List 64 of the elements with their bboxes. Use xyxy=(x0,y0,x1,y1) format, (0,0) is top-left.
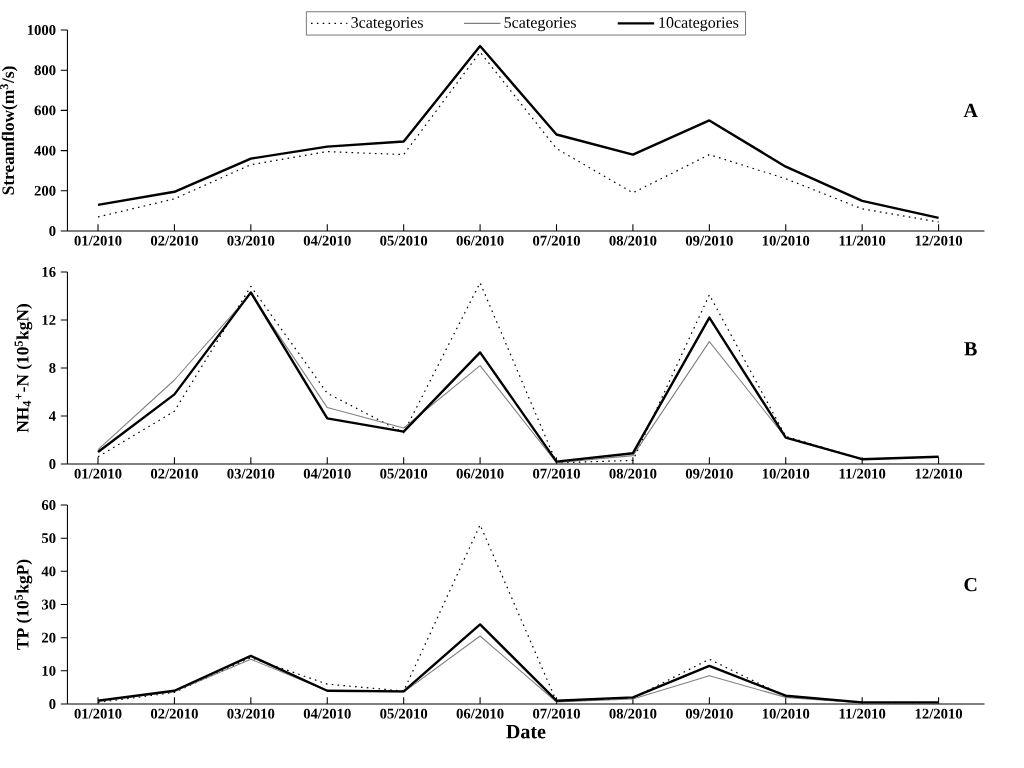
y-tick-label: 60 xyxy=(41,500,56,510)
x-tick-label: 02/2010 xyxy=(150,235,198,246)
x-tick-label: 11/2010 xyxy=(839,468,886,479)
y-tick-label: 20 xyxy=(42,632,56,643)
x-tick-label: 11/2010 xyxy=(839,235,886,246)
legend-label: 5categories xyxy=(504,17,576,32)
y-tick-label: 600 xyxy=(34,105,56,116)
x-tick-label: 07/2010 xyxy=(533,708,580,719)
x-tick-label: 12/2010 xyxy=(915,468,963,479)
x-tick-label: 02/2010 xyxy=(150,708,198,719)
annotation: B xyxy=(964,342,977,356)
x-tick-label: 05/2010 xyxy=(380,468,428,479)
x-tick-label: 01/2010 xyxy=(74,708,122,719)
x-tick-label: 06/2010 xyxy=(456,708,504,719)
y-tick-label: 12 xyxy=(42,315,56,325)
x-tick-label: 08/2010 xyxy=(609,235,657,246)
x-tick-label: 10/2010 xyxy=(762,468,810,479)
x-tick-label: 08/2010 xyxy=(609,708,657,719)
x-tick-label: 10/2010 xyxy=(762,235,810,246)
x-tick-label: 03/2010 xyxy=(227,235,275,246)
x-tick-label: 10/2010 xyxy=(762,708,810,719)
x-tick-label: 01/2010 xyxy=(74,468,122,479)
legend-label: 10categories xyxy=(659,17,739,32)
y-axis-title: NH$_{4}$$^{+}$-N (10$^{5}$kgN) xyxy=(14,304,33,433)
x-tick-label: 07/2010 xyxy=(533,235,580,246)
x-tick-label: 06/2010 xyxy=(456,235,504,246)
y-tick-label: 30 xyxy=(41,599,56,610)
y-tick-label: 0 xyxy=(49,226,56,236)
y-tick-label: 16 xyxy=(42,267,56,277)
y-tick-label: 8 xyxy=(49,363,56,373)
x-tick-label: 09/2010 xyxy=(685,708,733,719)
x-tick-label: 11/2010 xyxy=(839,708,886,719)
legend-label: 3categories xyxy=(351,17,423,32)
x-tick-label: 06/2010 xyxy=(456,468,504,479)
x-tick-label: 12/2010 xyxy=(915,708,963,719)
x-tick-label: 03/2010 xyxy=(227,708,275,719)
y-tick-label: 10 xyxy=(42,665,56,676)
y-tick-label: 50 xyxy=(41,533,56,544)
x-tick-label: 04/2010 xyxy=(303,468,351,479)
x-tick-label: 08/2010 xyxy=(609,468,657,479)
y-tick-label: 400 xyxy=(34,145,56,156)
y-tick-label: 200 xyxy=(34,185,56,196)
x-tick-label: 12/2010 xyxy=(915,235,963,246)
x-tick-label: 05/2010 xyxy=(380,708,428,719)
x-tick-label: 07/2010 xyxy=(533,468,580,479)
y-axis-title: TP (10$^{5}$kgP) xyxy=(14,559,33,650)
x-tick-label: 05/2010 xyxy=(380,235,428,246)
x-tick-label: 04/2010 xyxy=(303,708,351,719)
y-tick-label: 0 xyxy=(49,699,56,709)
y-axis-title: Streamflow(m$^{3}$/s) xyxy=(0,66,18,195)
x-tick-label: 04/2010 xyxy=(303,235,351,246)
y-tick-label: 0 xyxy=(49,459,56,469)
x-axis-title: Date xyxy=(506,725,546,739)
x-tick-label: 09/2010 xyxy=(685,235,733,246)
x-tick-label: 02/2010 xyxy=(150,468,198,479)
annotation: A xyxy=(963,103,978,117)
y-tick-label: 40 xyxy=(41,566,56,577)
x-tick-label: 09/2010 xyxy=(685,468,733,479)
annotation: C xyxy=(964,577,977,592)
y-tick-label: 800 xyxy=(34,65,56,76)
x-tick-label: 01/2010 xyxy=(74,235,122,246)
y-tick-label: 1000 xyxy=(27,25,56,35)
x-tick-label: 03/2010 xyxy=(227,468,275,479)
y-tick-label: 4 xyxy=(48,411,56,421)
